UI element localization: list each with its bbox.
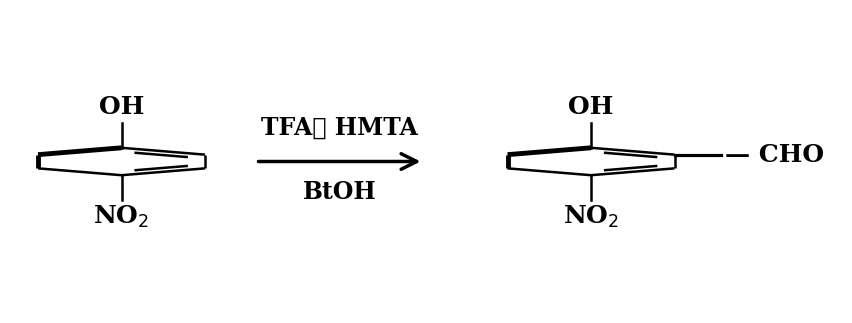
Text: NO$_2$: NO$_2$ xyxy=(562,203,619,230)
Text: — CHO: — CHO xyxy=(724,143,823,167)
Text: TFA， HMTA: TFA， HMTA xyxy=(261,116,417,140)
Text: OH: OH xyxy=(567,96,613,120)
Text: BtOH: BtOH xyxy=(302,180,376,204)
Text: OH: OH xyxy=(99,96,144,120)
Text: NO$_2$: NO$_2$ xyxy=(94,203,149,230)
